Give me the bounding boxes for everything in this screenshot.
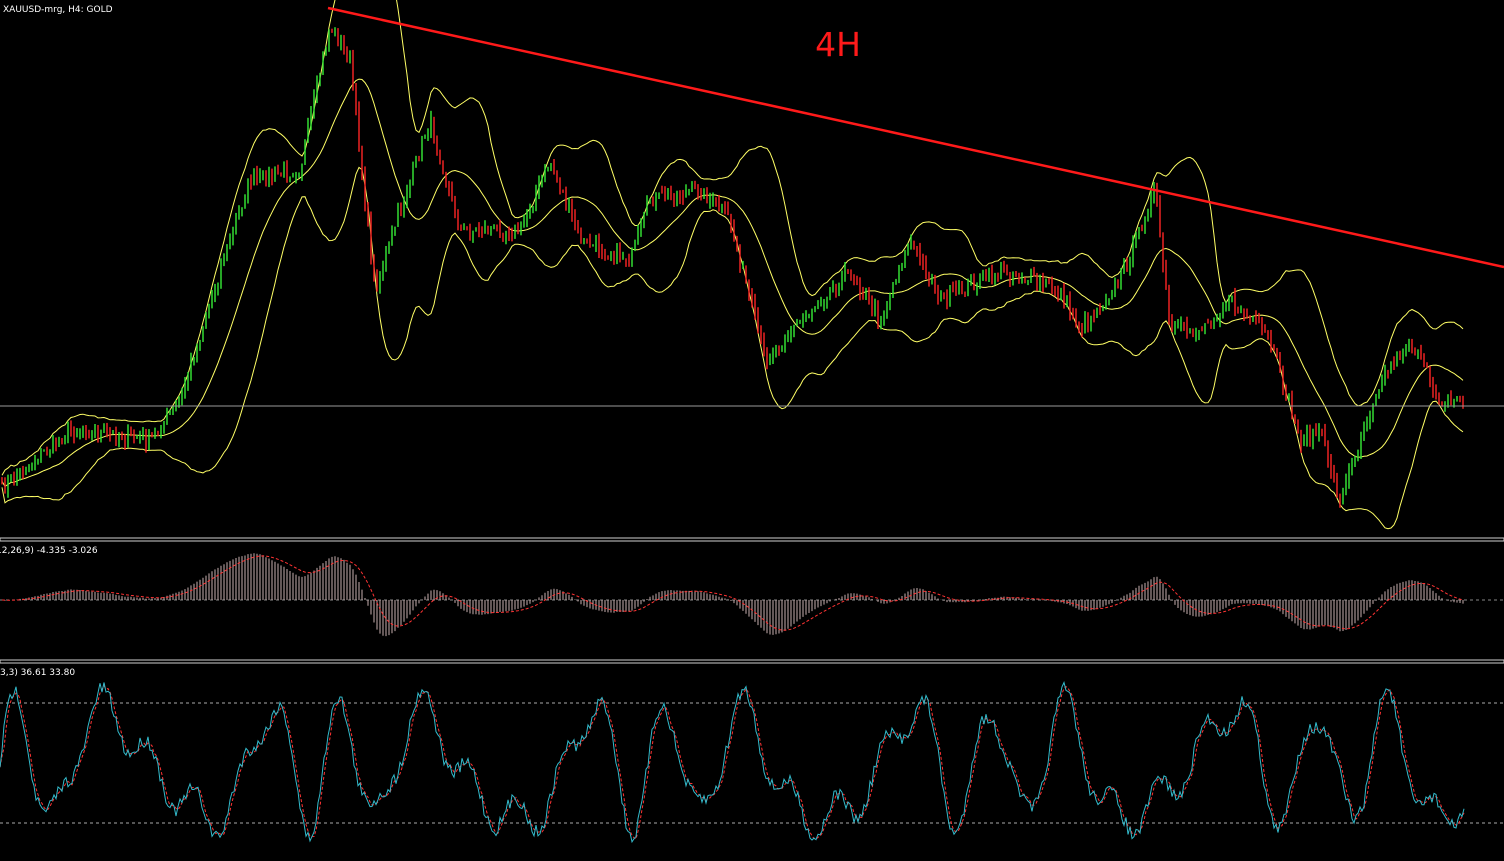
macd-label: 12,26,9) -4.335 -3.026 — [0, 546, 98, 556]
bollinger-lower — [1, 166, 1464, 530]
macd-signal — [1, 555, 1464, 631]
macd-panel — [0, 553, 1504, 637]
symbol-label: XAUUSD-mrg, H4: GOLD — [3, 5, 113, 15]
panel-separator — [0, 537, 1504, 542]
stochastic-signal — [0, 684, 1465, 840]
stochastic-label: 3,3) 36.61 33.80 — [0, 668, 75, 678]
stochastic-main — [0, 681, 1465, 844]
trend-line — [327, 6, 1504, 269]
bollinger-upper — [1, 0, 1464, 476]
timeframe-annotation: 4H — [815, 25, 861, 64]
panel-separator — [0, 659, 1504, 664]
stochastic-panel — [0, 681, 1465, 844]
price-panel — [1, 0, 1464, 530]
